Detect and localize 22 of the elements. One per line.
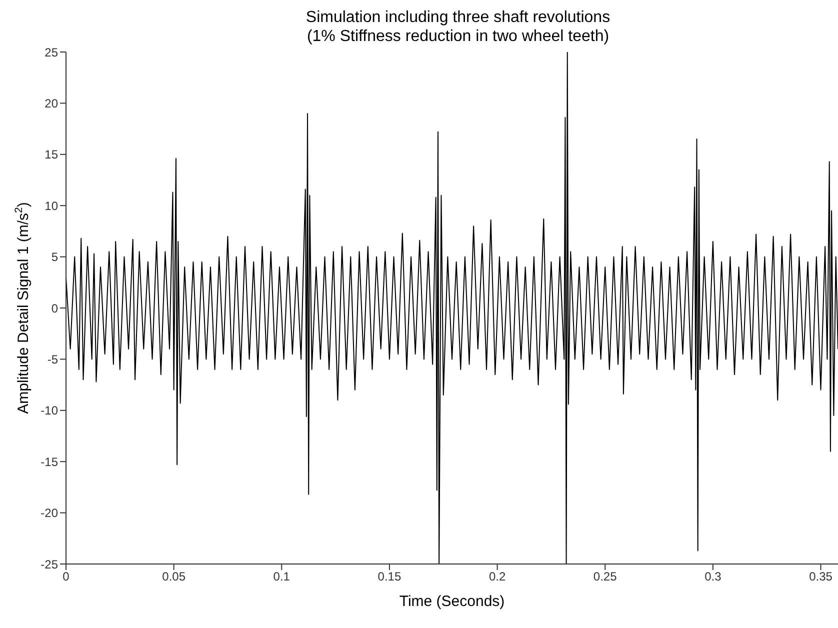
- x-tick-label: 0.2: [488, 570, 506, 584]
- x-tick-label: 0.1: [273, 570, 290, 584]
- y-tick-label: -10: [40, 404, 58, 418]
- x-tick-label: 0.05: [162, 570, 186, 584]
- x-tick-label: 0: [62, 570, 70, 584]
- y-tick-label: 5: [51, 250, 58, 264]
- chart-title: Simulation including three shaft revolutions: [304, 8, 612, 27]
- x-tick-label: 0.25: [593, 570, 618, 584]
- x-tick-label: 0.35: [809, 570, 833, 584]
- y-tick-label: 15: [44, 148, 58, 162]
- y-tick-label: 20: [44, 96, 58, 110]
- x-tick-label: 0.3: [704, 570, 722, 584]
- y-tick-label: 0: [51, 301, 58, 316]
- y-tick-label: -5: [47, 352, 58, 366]
- chart-subtitle: (1% Stiffness reduction in two wheel teeth): [306, 27, 610, 46]
- y-tick-label: 25: [44, 45, 58, 60]
- y-tick-label: -25: [40, 557, 58, 572]
- y-tick-label: 10: [44, 198, 58, 213]
- x-tick-label: 0.15: [378, 570, 402, 584]
- y-tick-label: -20: [40, 506, 58, 520]
- x-axis-title: Time (Seconds): [399, 593, 505, 610]
- y-tick-label: -15: [40, 454, 58, 469]
